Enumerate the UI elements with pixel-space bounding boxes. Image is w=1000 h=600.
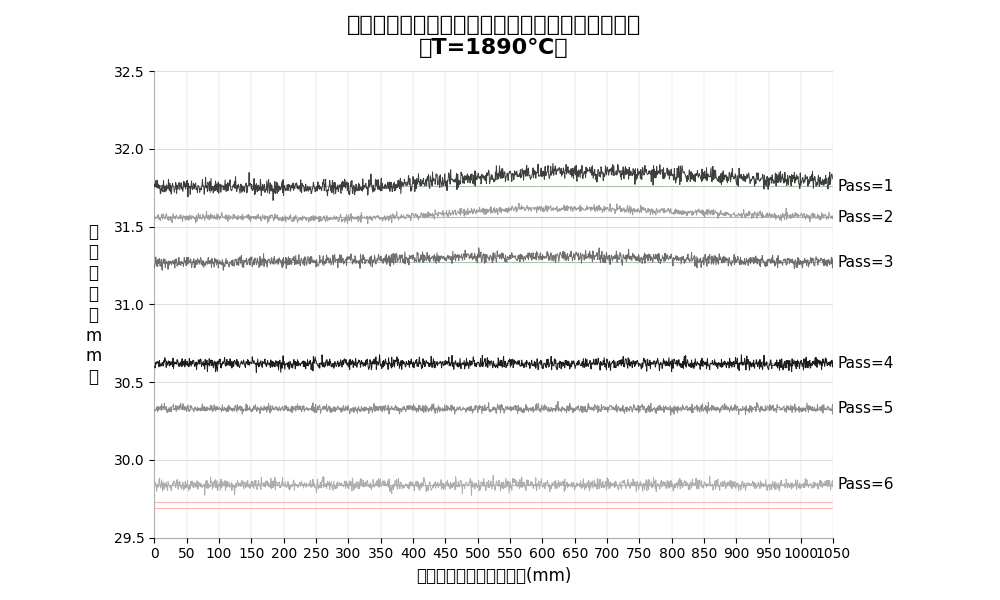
Title: 基管外径不均匀性随着沉积次数增加修正后对比图
（T=1890℃）: 基管外径不均匀性随着沉积次数增加修正后对比图 （T=1890℃） — [347, 15, 641, 58]
Text: Pass=2: Pass=2 — [838, 210, 894, 225]
Y-axis label: 基
管
外
径
（
m
m
）: 基 管 外 径 （ m m ） — [85, 223, 101, 386]
Text: Pass=1: Pass=1 — [838, 179, 894, 194]
Text: Pass=6: Pass=6 — [838, 478, 894, 493]
X-axis label: 沿基管沉积方向上的位置(mm): 沿基管沉积方向上的位置(mm) — [416, 567, 572, 585]
Text: Pass=4: Pass=4 — [838, 356, 894, 371]
Text: Pass=3: Pass=3 — [838, 255, 894, 270]
Text: Pass=5: Pass=5 — [838, 401, 894, 416]
